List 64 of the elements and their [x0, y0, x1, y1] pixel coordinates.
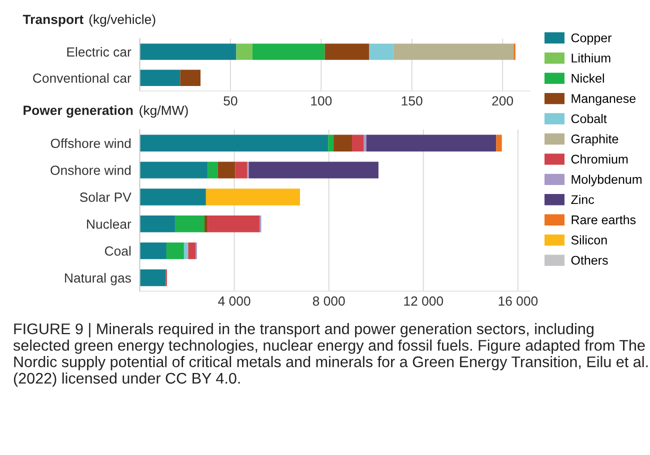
- x-tick-label: 16 000: [498, 296, 538, 306]
- bar: [204, 216, 208, 232]
- x-tick-label: 12 000: [404, 296, 444, 306]
- legend-label: Copper: [571, 33, 612, 45]
- bar: [188, 242, 196, 260]
- bar: [184, 242, 188, 260]
- bar: [166, 242, 184, 260]
- bar: [352, 134, 364, 152]
- bar: [366, 134, 496, 152]
- x-tick-label: 8 000: [312, 296, 345, 306]
- bar: [180, 70, 201, 86]
- legend-label: Nickel: [572, 74, 604, 83]
- bar: [208, 216, 260, 232]
- legend-label: Zinc: [571, 194, 594, 204]
- bar: [140, 242, 166, 260]
- bar: [208, 162, 218, 178]
- x-tick-label: 100: [311, 96, 332, 106]
- y-tick-label: Electric car: [67, 46, 132, 57]
- bar: [248, 162, 378, 178]
- legend-label: Cobalt: [571, 114, 607, 124]
- bar: [328, 134, 334, 152]
- x-tick-label: 200: [492, 96, 514, 106]
- bar: [393, 44, 514, 60]
- x-tick-label: 150: [402, 96, 422, 106]
- caption: FIGURE 9 | Minerals required in the transport and power generation sectors, including selected green energy technologies, nuclear energy and fossil fuels. Figure adapted from The Nordic supply potential of critical metals and minerals for a Green Energy Transition, Eilu et al. (2022) licensed under CC BY 4.0.: [13, 323, 648, 387]
- bar: [369, 44, 394, 60]
- y-tick-label: Conventional car: [33, 73, 132, 83]
- bar: [334, 134, 352, 152]
- bar: [364, 134, 366, 152]
- bar: [174, 216, 205, 232]
- legend-label: Lithium: [572, 53, 610, 63]
- y-tick-label: Coal: [104, 246, 131, 256]
- legend-label: Others: [571, 256, 608, 265]
- chart-subtitle: (kg/MW): [140, 105, 188, 118]
- x-tick-label: 4 000: [218, 296, 250, 306]
- bar: [235, 162, 248, 178]
- legend-label: Silicon: [571, 235, 607, 244]
- bar: [140, 162, 208, 178]
- bar: [496, 134, 502, 152]
- y-tick-label: Offshore wind: [50, 138, 131, 148]
- chart-title: Transport: [22, 14, 84, 27]
- y-tick-label: Nuclear: [87, 219, 132, 229]
- legend-label: Rare earths: [572, 215, 636, 224]
- y-tick-label: Solar PV: [80, 192, 132, 202]
- chart-subtitle: (kg/vehicle): [89, 14, 156, 27]
- legend-label: Chromium: [571, 154, 628, 164]
- chart-title: Power generation: [24, 105, 133, 118]
- bar: [206, 188, 300, 206]
- bar: [140, 216, 175, 232]
- legend-label: Molybdenum: [572, 174, 642, 186]
- x-tick-label: 50: [224, 96, 238, 106]
- bar: [140, 134, 328, 152]
- bar: [140, 269, 166, 286]
- legend-label: Graphite: [571, 134, 618, 146]
- bar: [324, 44, 370, 60]
- bar: [140, 70, 180, 86]
- y-tick-label: Natural gas: [65, 272, 131, 286]
- legend-label: Manganese: [572, 94, 636, 106]
- bar: [140, 44, 236, 60]
- bar: [236, 44, 252, 60]
- bar: [140, 188, 206, 206]
- bar: [252, 44, 325, 60]
- y-tick-label: Onshore wind: [50, 165, 131, 175]
- bar: [218, 162, 236, 178]
